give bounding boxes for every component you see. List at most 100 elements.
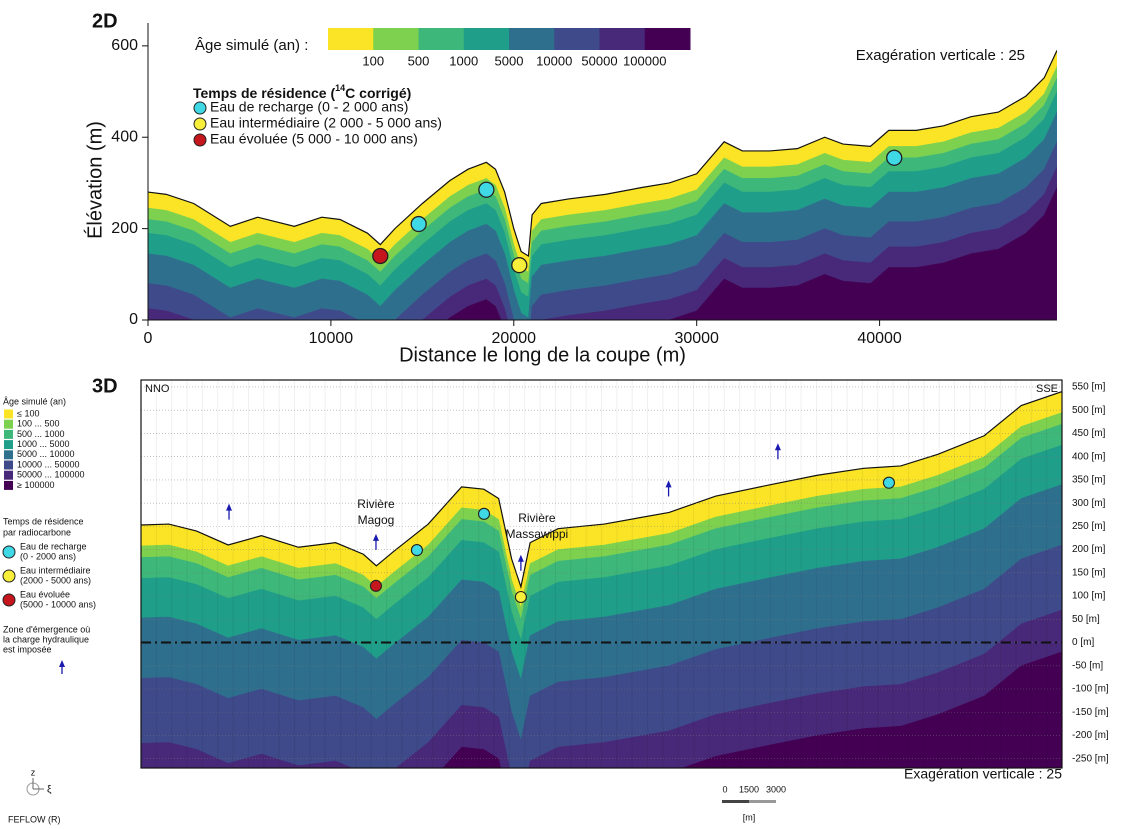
legend-label: 500 ... 1000 bbox=[17, 429, 65, 439]
axes-icon-label: z bbox=[31, 767, 36, 777]
legend-title: Temps de résidence bbox=[3, 516, 84, 526]
colorbar-title: Âge simulé (an) : bbox=[195, 37, 308, 54]
y-tick-label: 0 bbox=[129, 311, 138, 328]
colorbar-swatch bbox=[644, 28, 691, 50]
scale-label: 1500 bbox=[739, 784, 759, 794]
y-tick-label: 550 [m] bbox=[1072, 382, 1106, 393]
legend-swatch bbox=[4, 470, 13, 480]
emergence-arrow-head bbox=[372, 533, 379, 541]
sample-point bbox=[410, 215, 427, 233]
age-band bbox=[141, 609, 1062, 768]
colorbar-swatch bbox=[373, 28, 419, 50]
sample-point bbox=[511, 257, 528, 274]
x-axis-label: Distance le long de la coupe (m) bbox=[399, 344, 686, 366]
y-tick-label: 400 bbox=[111, 128, 138, 145]
y-tick-label: 0 [m] bbox=[1072, 637, 1094, 648]
y-tick-label: -250 [m] bbox=[1072, 753, 1109, 764]
legend-swatch bbox=[4, 450, 13, 460]
legend-swatch bbox=[4, 419, 13, 429]
scale-segment bbox=[749, 800, 776, 803]
y-tick-label: -200 [m] bbox=[1072, 730, 1109, 741]
legend-marker bbox=[2, 593, 16, 607]
legend-label: Eau évoluée bbox=[20, 589, 70, 599]
sample-point bbox=[372, 247, 389, 265]
x-tick-label: 10000 bbox=[309, 330, 354, 347]
legend-title-part: C corrigé) bbox=[345, 85, 411, 101]
legend-label: Eau évoluée (5 000 - 10 000 ans) bbox=[210, 131, 418, 147]
legend-label: Eau de recharge bbox=[20, 541, 87, 551]
y-tick-label: 200 bbox=[111, 220, 138, 237]
legend-swatch bbox=[4, 460, 13, 470]
colorbar-label: 5000 bbox=[495, 53, 524, 68]
y-tick-label: 400 [m] bbox=[1072, 451, 1106, 462]
legend-label: (2000 - 5000 ans) bbox=[20, 575, 91, 585]
scale-label: 3000 bbox=[766, 784, 786, 794]
legend-label: ≤ 100 bbox=[17, 408, 39, 418]
age-bands bbox=[141, 380, 1062, 768]
colorbar-swatch bbox=[599, 28, 646, 50]
panel-label: 3D bbox=[92, 375, 118, 397]
colorbar-label: 100000 bbox=[623, 53, 666, 68]
legend-label: (5000 - 10000 ans) bbox=[20, 599, 96, 609]
legend-label: 1000 ... 5000 bbox=[17, 439, 70, 449]
age-band bbox=[446, 187, 1057, 320]
x-tick-label: 0 bbox=[144, 330, 153, 347]
y-tick-label: 300 [m] bbox=[1072, 498, 1106, 509]
y-tick-label: 500 [m] bbox=[1072, 405, 1106, 416]
legend-label: Zone d'émergence où bbox=[3, 624, 90, 634]
colorbar-label: 10000 bbox=[536, 53, 572, 68]
plot-frame bbox=[140, 379, 1063, 769]
legend-title: par radiocarbone bbox=[3, 527, 71, 537]
river-label: Rivière bbox=[357, 497, 395, 511]
colorbar-swatch bbox=[418, 28, 465, 50]
river-label: Massawippi bbox=[506, 527, 569, 541]
sample-point bbox=[886, 149, 903, 166]
legend-marker bbox=[193, 101, 207, 115]
legend-label: Eau intermédiaire (2 000 - 5 000 ans) bbox=[210, 115, 442, 131]
y-tick-label: -50 [m] bbox=[1072, 660, 1103, 671]
sample-point bbox=[478, 181, 495, 198]
river-label: Magog bbox=[358, 513, 395, 527]
legend-swatch bbox=[4, 440, 13, 450]
colorbar-swatch bbox=[554, 28, 600, 50]
river-label: Rivière bbox=[518, 511, 556, 525]
legend-swatch bbox=[4, 480, 13, 490]
panel-3d: 550 [m] 500 [m] 450 [m] 400 [m] 350 [m] 300 [… bbox=[2, 375, 1109, 824]
scale-unit: [m] bbox=[743, 812, 756, 822]
scale-label: 0 bbox=[722, 784, 727, 794]
y-tick-label: 250 [m] bbox=[1072, 521, 1106, 532]
emergence-arrow-head bbox=[226, 503, 233, 511]
x-tick-label: 20000 bbox=[492, 330, 537, 347]
legend-title: Temps de résidence (14C corrigé) bbox=[193, 83, 411, 100]
colorbar-swatch bbox=[463, 28, 510, 50]
axes-icon-label: ξ bbox=[47, 785, 52, 796]
legend-label: la charge hydraulique bbox=[3, 634, 89, 644]
y-tick-label: 200 [m] bbox=[1072, 544, 1106, 555]
legend-arrow-head bbox=[59, 660, 65, 667]
legend-label: 5000 ... 10000 bbox=[17, 449, 75, 459]
sample-point bbox=[477, 507, 491, 520]
emergence-arrow-head bbox=[774, 443, 781, 451]
colorbar-label: 500 bbox=[408, 53, 430, 68]
colorbar-label: 50000 bbox=[581, 53, 617, 68]
legend-marker bbox=[2, 569, 16, 583]
y-tick-label: -150 [m] bbox=[1072, 707, 1109, 718]
colorbar-swatch bbox=[328, 28, 374, 50]
legend-marker bbox=[2, 545, 16, 559]
y-tick-label: 600 bbox=[111, 37, 138, 54]
age-band bbox=[141, 544, 1062, 768]
y-axis-label: Élévation (m) bbox=[83, 121, 106, 239]
emergence-arrow-head bbox=[517, 554, 524, 562]
sample-point bbox=[410, 544, 423, 557]
colorbar-swatch bbox=[509, 28, 555, 50]
legend-title: Âge simulé (an) bbox=[3, 396, 66, 406]
scale-segment bbox=[722, 800, 749, 803]
legend-label: est imposée bbox=[3, 644, 52, 654]
colorbar-label: 1000 bbox=[449, 53, 478, 68]
legend-label: 10000 ... 50000 bbox=[17, 459, 80, 469]
sample-point bbox=[882, 476, 895, 489]
x-tick-label: 40000 bbox=[857, 330, 902, 347]
colorbar-label: 100 bbox=[362, 53, 384, 68]
x-tick-label: 30000 bbox=[674, 330, 719, 347]
